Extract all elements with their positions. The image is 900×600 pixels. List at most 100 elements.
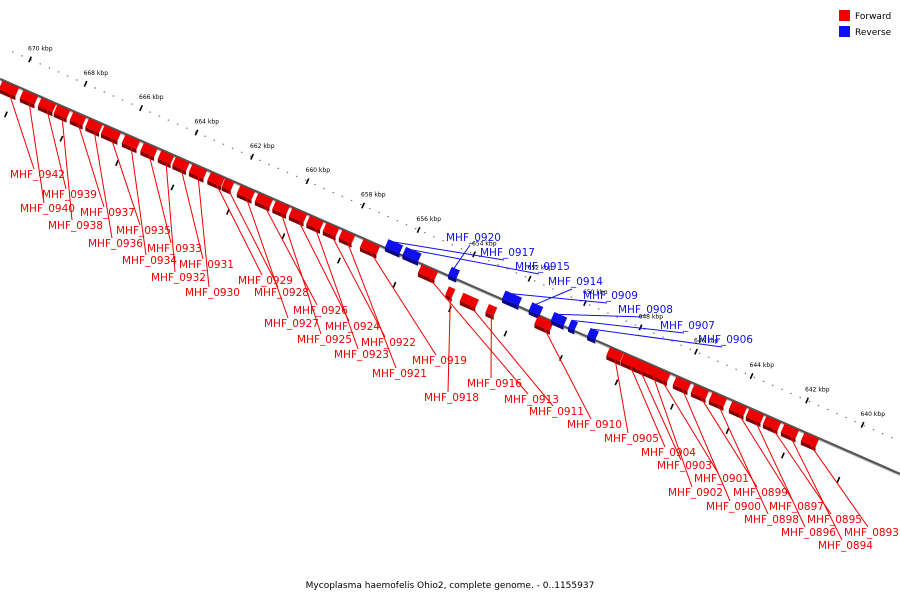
gene-label[interactable]: MHF_0928 [254,287,309,299]
gene-mhf-0898[interactable] [708,392,728,411]
gene-mhf-0905[interactable] [606,347,624,366]
gene-label[interactable]: MHF_0900 [706,501,761,513]
gene-mhf-0925[interactable] [272,200,290,219]
gene-label[interactable]: MHF_0906 [698,334,753,346]
gene-label[interactable]: MHF_0924 [325,321,380,333]
gene-mhf-0927[interactable] [236,185,256,204]
gene-mhf-0901[interactable] [651,367,671,387]
gene-mhf-0911[interactable] [459,292,479,312]
gene-label[interactable]: MHF_0937 [80,207,135,219]
gene-mhf-0942[interactable] [0,80,20,101]
gene-label[interactable]: MHF_0895 [807,514,862,526]
gene-label[interactable]: MHF_0926 [293,305,348,317]
gene-mhf-0919[interactable] [359,239,381,259]
gene-mhf-0907[interactable] [567,319,579,335]
gene-mhf-0935[interactable] [100,125,122,145]
gene-mhf-0915[interactable] [402,246,422,266]
legend-item-reverse[interactable]: Reverse [839,26,892,38]
gene-mhf-0909[interactable] [501,290,523,310]
gene-mhf-0900[interactable] [672,376,692,396]
gene-label[interactable]: MHF_0913 [504,394,559,406]
gene-mhf-0932[interactable] [157,150,175,169]
gene-label[interactable]: MHF_0898 [744,514,799,526]
gene-label[interactable]: MHF_0925 [297,334,352,346]
gene-label[interactable]: MHF_0931 [179,259,234,271]
gene-mhf-0896[interactable] [745,408,765,428]
gene-mhf-0939[interactable] [37,97,57,117]
gene-label[interactable]: MHF_0915 [515,261,570,273]
leader-line [165,161,176,273]
gene-mhf-0920[interactable] [448,266,460,283]
gene-label[interactable]: MHF_0932 [151,272,206,284]
gene-mhf-0924[interactable] [288,207,308,227]
gene-label[interactable]: MHF_0936 [88,238,143,250]
ruler-tick [638,324,643,331]
gene-label[interactable]: MHF_0929 [238,275,293,287]
gene-label[interactable]: MHF_0934 [122,255,177,267]
gene-label[interactable]: MHF_0938 [48,220,103,232]
gene-mhf-0910[interactable] [534,315,554,335]
gene-label[interactable]: MHF_0922 [361,337,416,349]
gene-body [672,376,692,392]
gene-label[interactable]: MHF_0942 [10,169,65,181]
gene-mhf-0937[interactable] [69,111,87,130]
gene-mhf-0908[interactable] [550,311,568,330]
gene-mhf-0893[interactable] [800,432,820,452]
gene-mhf-0938[interactable] [53,104,71,123]
gene-mhf-0913[interactable] [417,264,439,285]
gene-mhf-0899[interactable] [690,384,710,404]
gene-mhf-0895[interactable] [762,415,782,435]
gene-label[interactable]: MHF_0897 [769,501,824,513]
gene-mhf-0930[interactable] [188,164,208,183]
gene-label[interactable]: MHF_0920 [446,232,501,244]
gene-mhf-0923[interactable] [306,215,324,234]
gene-mhf-0922[interactable] [322,222,340,241]
gene-label[interactable]: MHF_0899 [733,487,788,499]
gene-mhf-0897[interactable] [728,401,748,420]
gene-label[interactable]: MHF_0902 [668,487,723,499]
gene-label[interactable]: MHF_0939 [42,189,97,201]
gene-mhf-0917[interactable] [384,239,404,258]
gene-label[interactable]: MHF_0910 [567,419,622,431]
legend-item-forward[interactable]: Forward [839,10,891,22]
gene-label[interactable]: MHF_0930 [185,287,240,299]
gene-mhf-0894[interactable] [780,423,800,443]
gene-label[interactable]: MHF_0935 [116,225,171,237]
gene-label[interactable]: MHF_0904 [641,447,696,459]
gene-shadow [528,310,540,320]
gene-label[interactable]: MHF_0903 [657,460,712,472]
gene-label[interactable]: MHF_0908 [618,304,673,316]
gene-mhf-0936[interactable] [85,118,103,137]
gene-mhf-0906[interactable] [587,327,599,344]
gene-label[interactable]: MHF_0907 [660,320,715,332]
gene-label[interactable]: MHF_0911 [529,406,584,418]
gene-label[interactable]: MHF_0896 [781,527,836,539]
gene-mhf-0940[interactable] [19,89,39,109]
ruler-tick-label: 668 kbp [84,70,109,77]
gene-label[interactable]: MHF_0893 [844,527,899,539]
gene-label[interactable]: MHF_0916 [467,378,522,390]
gene-label[interactable]: MHF_0919 [412,355,467,367]
gene-mhf-0931[interactable] [172,156,190,176]
gene-mhf-0926[interactable] [254,192,274,212]
gene-mhf-0921[interactable] [338,229,356,248]
gene-label[interactable]: MHF_0894 [818,540,873,552]
gene-label[interactable]: MHF_0921 [372,368,427,380]
gene-label[interactable]: MHF_0933 [147,243,202,255]
gene-label[interactable]: MHF_0901 [694,473,749,485]
gene-label[interactable]: MHF_0940 [20,203,75,215]
gene-mhf-0934[interactable] [121,134,141,154]
gene-mhf-0914[interactable] [528,302,544,320]
gene-label[interactable]: MHF_0914 [548,276,603,288]
gene-mhf-0928[interactable] [221,178,235,195]
gene-label[interactable]: MHF_0905 [604,433,659,445]
gene-mhf-0933[interactable] [140,142,158,161]
gene-label[interactable]: MHF_0918 [424,392,479,404]
gene-label[interactable]: MHF_0917 [480,247,535,259]
leader-line [614,358,629,434]
gene-label[interactable]: MHF_0927 [264,318,319,330]
gene-label[interactable]: MHF_0909 [583,290,638,302]
gene-label[interactable]: MHF_0923 [334,349,389,361]
gene-shadow [402,255,418,266]
gene-body [745,408,765,424]
